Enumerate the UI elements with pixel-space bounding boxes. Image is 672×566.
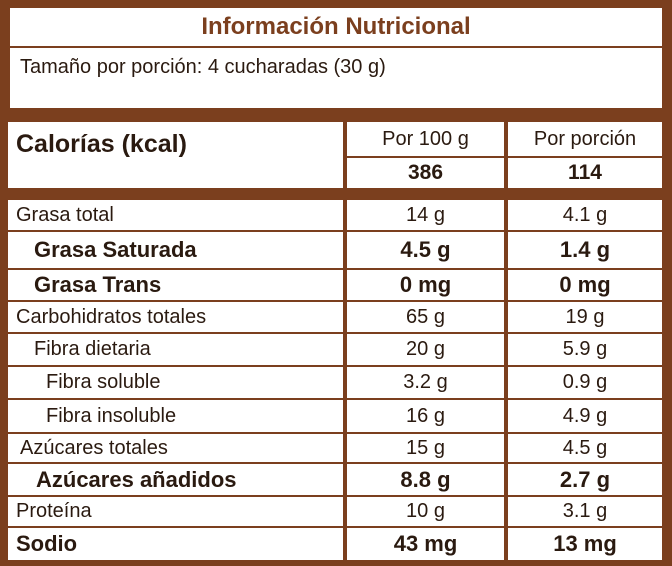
- nutrient-value: 20 g: [347, 334, 504, 365]
- nutrient-value: 1.4 g: [508, 232, 662, 268]
- nutrient-value: 13 mg: [508, 528, 662, 560]
- nutrient-value: 15 g: [347, 434, 504, 462]
- nutrient-name: Grasa Saturada: [8, 232, 343, 268]
- nutrient-value: 4.1 g: [508, 200, 662, 230]
- column-header: Por porción: [508, 122, 662, 156]
- serving-size: Tamaño por porción: 4 cucharadas (30 g): [10, 48, 662, 108]
- nutrient-value: 4.9 g: [508, 400, 662, 432]
- nutrient-name: Azúcares añadidos: [8, 464, 343, 495]
- nutrient-name: Azúcares totales: [8, 434, 343, 462]
- title: Información Nutricional: [10, 8, 662, 46]
- nutrient-value: 2.7 g: [508, 464, 662, 495]
- calories-value: 386: [347, 158, 504, 188]
- nutrient-name: Sodio: [8, 528, 343, 560]
- nutrient-name: Grasa Trans: [8, 270, 343, 300]
- nutrient-value: 0 mg: [347, 270, 504, 300]
- nutrient-value: 3.2 g: [347, 367, 504, 398]
- nutrient-value: 4.5 g: [347, 232, 504, 268]
- nutrient-value: 14 g: [347, 200, 504, 230]
- nutrient-value: 10 g: [347, 497, 504, 526]
- nutrient-value: 16 g: [347, 400, 504, 432]
- nutrient-name: Fibra dietaria: [8, 334, 343, 365]
- nutrient-value: 0.9 g: [508, 367, 662, 398]
- nutrient-name: Grasa total: [8, 200, 343, 230]
- nutrient-name: Proteína: [8, 497, 343, 526]
- calories-label: Calorías (kcal): [8, 122, 343, 188]
- nutrient-name: Fibra insoluble: [8, 400, 343, 432]
- nutrient-value: 8.8 g: [347, 464, 504, 495]
- nutrient-value: 43 mg: [347, 528, 504, 560]
- nutrient-value: 5.9 g: [508, 334, 662, 365]
- nutrient-name: Fibra soluble: [8, 367, 343, 398]
- nutrient-value: 65 g: [347, 302, 504, 332]
- nutrient-value: 4.5 g: [508, 434, 662, 462]
- column-header: Por 100 g: [347, 122, 504, 156]
- calories-value: 114: [508, 158, 662, 188]
- nutrient-value: 0 mg: [508, 270, 662, 300]
- nutrient-value: 3.1 g: [508, 497, 662, 526]
- nutrient-name: Carbohidratos totales: [8, 302, 343, 332]
- nutrient-value: 19 g: [508, 302, 662, 332]
